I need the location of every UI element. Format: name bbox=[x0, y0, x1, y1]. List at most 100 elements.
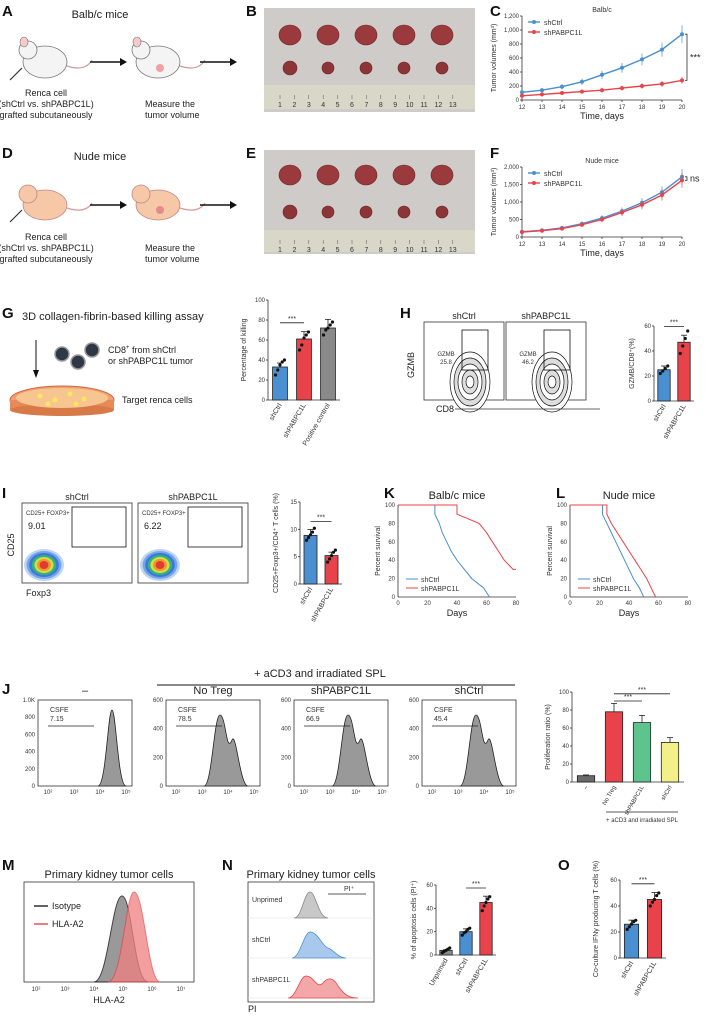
data-point bbox=[282, 358, 287, 362]
panel-d-title: Nude mice bbox=[74, 151, 127, 163]
x-tick-label: 15 bbox=[579, 242, 586, 248]
gate-label: CSFE bbox=[50, 707, 69, 714]
x-tick-label: 80 bbox=[513, 601, 520, 607]
data-point bbox=[329, 553, 334, 558]
data-point bbox=[276, 368, 280, 372]
y-tick-label: 60 bbox=[610, 878, 617, 884]
data-point-shPABPC1L bbox=[660, 81, 664, 86]
data-point bbox=[330, 320, 335, 324]
y-tick-label: 0 bbox=[648, 399, 652, 405]
x-axis-label: Days bbox=[447, 608, 468, 618]
panel-label-o: O bbox=[558, 857, 570, 874]
cfse-histogram-peak bbox=[97, 709, 127, 787]
data-point-shCtrl bbox=[660, 47, 664, 52]
ruler-label: 7 bbox=[364, 102, 368, 109]
x-tick-label: 10⁵ bbox=[505, 789, 515, 796]
ruler-label: 12 bbox=[435, 247, 443, 254]
significance-label: *** bbox=[670, 320, 678, 327]
panel-label-f: F bbox=[490, 145, 499, 162]
data-point bbox=[488, 895, 492, 899]
data-point-shPABPC1L bbox=[620, 86, 624, 91]
data-point-shPABPC1L bbox=[580, 89, 584, 94]
data-point bbox=[300, 343, 304, 347]
category-label: shPABPC1L bbox=[310, 586, 335, 623]
gate-label: CSFE bbox=[178, 707, 197, 714]
ruler-label: 13 bbox=[449, 247, 457, 254]
ruler-label: 11 bbox=[420, 247, 427, 254]
tumor-shctrl bbox=[430, 24, 454, 46]
data-point bbox=[678, 351, 682, 356]
panel-label-g: G bbox=[2, 305, 14, 322]
significance-label: *** bbox=[639, 877, 647, 884]
y-axis-label: Tumor volumes (mm³) bbox=[491, 24, 498, 93]
ruler-label: 11 bbox=[420, 102, 427, 109]
legend-label: Isotype bbox=[52, 901, 81, 911]
series-line-shPABPC1L bbox=[521, 179, 683, 233]
category-label: No Treg bbox=[602, 785, 618, 806]
x-tick-label: 10³ bbox=[198, 790, 207, 796]
panel-g-killing-bar-chart: 0 20 40 60 80 100 Percentage of killing shCtrls… bbox=[241, 298, 340, 447]
legend-label: shPABPC1L bbox=[421, 586, 459, 593]
y-tick-label: 600 bbox=[509, 56, 520, 62]
data-point-shPABPC1L bbox=[660, 193, 664, 197]
data-point bbox=[648, 904, 652, 908]
data-point bbox=[312, 526, 317, 530]
nude-mouse-icon bbox=[9, 184, 93, 223]
x-tick-label: 40 bbox=[454, 601, 461, 607]
y-tick-label: 5 bbox=[294, 555, 298, 561]
x-tick-label: 19 bbox=[659, 105, 666, 111]
x-tick-label: 18 bbox=[639, 242, 646, 248]
x-tick-label: 16 bbox=[599, 105, 606, 111]
panel-i-flow-plots: shCtrl CD25+ FOXP3+ 9.01 shPABPC1L CD25+ FOX… bbox=[6, 492, 249, 598]
x-tick-label: 12 bbox=[519, 105, 526, 111]
panel-m-hla-histogram: Primary kidney tumor cells Isotype HLA-A2 1… bbox=[23, 869, 195, 1005]
gate-box bbox=[71, 506, 127, 548]
data-point-shCtrl bbox=[520, 90, 524, 95]
data-point bbox=[321, 333, 326, 337]
data-point bbox=[484, 900, 488, 905]
data-point-shCtrl bbox=[640, 57, 644, 62]
data-point bbox=[280, 360, 284, 364]
tumor-shctrl bbox=[316, 24, 340, 46]
y-axis-label: Percent survival bbox=[375, 526, 382, 576]
y-tick-label: 500 bbox=[509, 218, 520, 224]
ruler-label: 4 bbox=[321, 102, 325, 109]
survival-curve-shCtrl bbox=[570, 504, 645, 598]
x-tick-label: 13 bbox=[539, 105, 546, 111]
data-point-shPABPC1L bbox=[640, 84, 644, 88]
bar-shCtrl bbox=[272, 366, 288, 401]
data-point bbox=[304, 333, 308, 337]
x-tick-label: 10⁶ bbox=[147, 986, 157, 993]
data-point-shCtrl bbox=[620, 65, 624, 70]
data-point-shPABPC1L bbox=[540, 228, 544, 233]
x-tick-label: 10⁵ bbox=[118, 986, 128, 993]
y-tick-label: 20 bbox=[560, 577, 567, 583]
tumor-shctrl bbox=[392, 164, 416, 186]
x-tick-label: 10⁷ bbox=[177, 986, 186, 993]
x-tick-label: 10⁵ bbox=[249, 789, 259, 796]
y-tick-label: 400 bbox=[281, 727, 292, 733]
data-point bbox=[480, 909, 484, 913]
data-point bbox=[328, 323, 332, 327]
panel-a-measure-1: Measure the bbox=[145, 99, 195, 109]
tumor-shpabpc1l bbox=[282, 60, 298, 76]
tumor-shpabpc1l bbox=[435, 205, 449, 219]
y-tick-label: 600 bbox=[25, 732, 36, 738]
nude-mouse-tumor-icon bbox=[131, 184, 206, 221]
x-tick-label: 14 bbox=[559, 242, 566, 248]
data-point-shCtrl bbox=[540, 88, 544, 93]
panel-g-cd8-source: or shPABPC1L tumor bbox=[108, 356, 193, 366]
x-tick-label: 10² bbox=[428, 790, 437, 796]
gate-value: 46.2 bbox=[522, 360, 534, 366]
x-tick-label: 16 bbox=[599, 242, 606, 248]
data-point bbox=[308, 533, 313, 537]
gate-label: CD25+ FOXP3+ bbox=[142, 511, 186, 517]
tumor-shpabpc1l bbox=[359, 205, 373, 219]
y-axis-label: GZMB/CD8⁺(%) bbox=[629, 338, 636, 389]
flow-plot-title: shPABPC1L bbox=[168, 492, 217, 502]
tumor-shpabpc1l bbox=[397, 205, 411, 219]
cfse-histogram-peak bbox=[203, 714, 249, 787]
panel-f-tumor-growth-chart: Nude mice 0 500 1,000 1,500 2,000 12 13 14 15 16 17… bbox=[491, 158, 700, 258]
ruler-label: 5 bbox=[336, 102, 340, 109]
data-point-shPABPC1L bbox=[640, 202, 644, 207]
